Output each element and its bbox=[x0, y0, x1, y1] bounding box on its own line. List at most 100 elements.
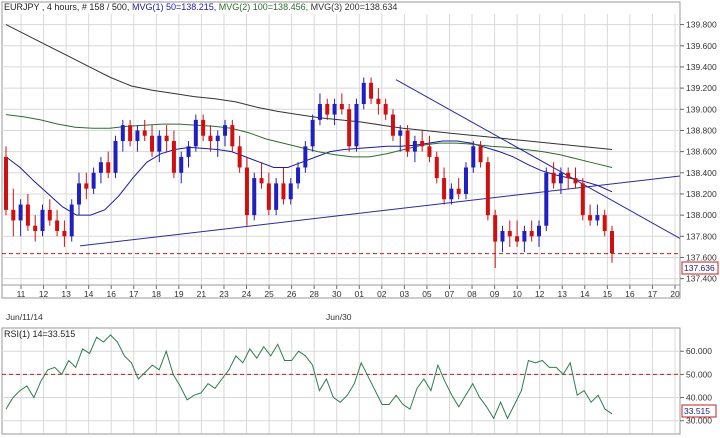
candle-body bbox=[310, 119, 315, 147]
date-labels: Jun/11/14 Jun/30 bbox=[6, 312, 352, 322]
date-tick-label: 08 bbox=[467, 289, 477, 299]
date-tick-label: 05 bbox=[422, 289, 432, 299]
candle-body bbox=[588, 215, 593, 221]
candle-body bbox=[252, 178, 257, 216]
price-tick-label: 138.600 bbox=[686, 147, 717, 157]
rsi-last-tag-box bbox=[681, 404, 717, 418]
candle-body bbox=[529, 231, 534, 237]
candle-body bbox=[223, 125, 228, 136]
candle-body bbox=[4, 156, 8, 210]
candle-body bbox=[442, 178, 447, 200]
price-tick-label: 138.400 bbox=[686, 168, 717, 178]
date-tick-label: 30 bbox=[332, 289, 342, 299]
candle-body bbox=[347, 109, 352, 147]
ma50-legend: MVG(1) 50=138.215, bbox=[132, 2, 216, 12]
candle-body bbox=[485, 162, 490, 216]
date-tick-label: 25 bbox=[264, 289, 274, 299]
date-tick-label: 09 bbox=[490, 289, 500, 299]
candle-body bbox=[215, 135, 220, 142]
candle-body bbox=[610, 231, 614, 254]
date-tick-label: 16 bbox=[625, 289, 635, 299]
candle-body bbox=[405, 130, 410, 152]
ma-line-0 bbox=[5, 140, 613, 216]
price-tick-label: 137.400 bbox=[686, 274, 717, 284]
support-trendline bbox=[79, 175, 681, 247]
candle-body bbox=[244, 167, 249, 216]
candle-body bbox=[288, 183, 293, 200]
candle-body bbox=[128, 125, 133, 142]
candle-body bbox=[77, 183, 82, 205]
candle-body bbox=[478, 146, 483, 163]
candle-body bbox=[434, 156, 439, 179]
candle-body bbox=[281, 183, 286, 200]
candle-body bbox=[456, 188, 461, 194]
candle-body bbox=[274, 183, 279, 210]
candle-body bbox=[369, 82, 374, 99]
ma100-legend: MVG(2) 100=138.456, bbox=[219, 2, 308, 12]
date-label-jun30: Jun/30 bbox=[326, 312, 352, 322]
candle-body bbox=[420, 141, 425, 147]
candle-body bbox=[91, 172, 96, 189]
price-tick-label: 139.200 bbox=[686, 83, 717, 93]
candle-body bbox=[33, 225, 38, 232]
date-tick-label: 16 bbox=[106, 289, 116, 299]
candle-body bbox=[98, 162, 103, 173]
candle-body bbox=[566, 172, 571, 179]
date-tick-label: 02 bbox=[377, 289, 387, 299]
candle-body bbox=[390, 114, 395, 136]
price-tick-label: 139.000 bbox=[686, 104, 717, 114]
candle-body bbox=[573, 178, 578, 184]
candle-body bbox=[230, 125, 235, 147]
candle-body bbox=[376, 98, 381, 104]
candle-body bbox=[25, 204, 30, 226]
date-tick-label: 12 bbox=[535, 289, 545, 299]
candle-body bbox=[18, 204, 23, 221]
rsi-last-tag-text: 33.515 bbox=[684, 406, 710, 416]
date-tick-label: 23 bbox=[219, 289, 229, 299]
candle-body bbox=[142, 130, 147, 136]
candle-body bbox=[113, 141, 118, 173]
date-tick-label: 10 bbox=[512, 289, 522, 299]
candle-body bbox=[463, 167, 468, 194]
candle-body bbox=[179, 156, 184, 173]
candle-body bbox=[500, 231, 505, 242]
date-tick-label: 18 bbox=[152, 289, 162, 299]
candle-body bbox=[47, 209, 52, 221]
rsi-line bbox=[5, 334, 613, 420]
price-tick-label: 138.800 bbox=[686, 125, 717, 135]
last-price-tag-text: 137.636 bbox=[684, 263, 715, 273]
price-axis: 137.400 137.600 137.800 138.000 138.200 138.4… bbox=[680, 20, 717, 284]
candle-body bbox=[69, 204, 74, 237]
date-tick-label: 01 bbox=[355, 289, 365, 299]
trendlines bbox=[2, 79, 681, 255]
candle-body bbox=[398, 130, 403, 136]
candle-body bbox=[11, 209, 16, 221]
symbol-label: EURJPY bbox=[4, 2, 40, 12]
rsi-axis: 30.000 40.000 50.000 60.000 bbox=[680, 346, 712, 426]
candle-body bbox=[171, 141, 176, 173]
candle-body bbox=[493, 215, 498, 242]
price-tick-label: 139.400 bbox=[686, 62, 717, 72]
candle-body bbox=[580, 183, 585, 216]
candle-body bbox=[106, 162, 111, 173]
candle-body bbox=[317, 103, 322, 120]
candle-body bbox=[164, 135, 169, 142]
date-tick-label: 17 bbox=[129, 289, 139, 299]
date-tick-label: 12 bbox=[39, 289, 49, 299]
candle-body bbox=[186, 146, 191, 157]
date-tick-label: 21 bbox=[197, 289, 207, 299]
date-tick-label: 14 bbox=[580, 289, 590, 299]
candle-body bbox=[602, 215, 607, 232]
ma200-legend: MVG(3) 200=138.634 bbox=[311, 2, 398, 12]
candle-body bbox=[339, 103, 344, 110]
candle-body bbox=[266, 183, 271, 210]
rsi-tick-label: 30.000 bbox=[686, 416, 712, 426]
last-price-tag: 137.636 bbox=[681, 261, 719, 275]
x-axis: 11 12 13 14 16 17 18 19 21 23 24 25 26 28 30 01 02 03 05 07… bbox=[2, 284, 680, 299]
rsi-series-line bbox=[5, 334, 613, 420]
candle-body bbox=[515, 236, 520, 242]
price-tick-label: 139.600 bbox=[686, 41, 717, 51]
date-tick-label: 20 bbox=[670, 289, 680, 299]
date-tick-label: 11 bbox=[17, 289, 26, 299]
candle-body bbox=[427, 146, 432, 157]
